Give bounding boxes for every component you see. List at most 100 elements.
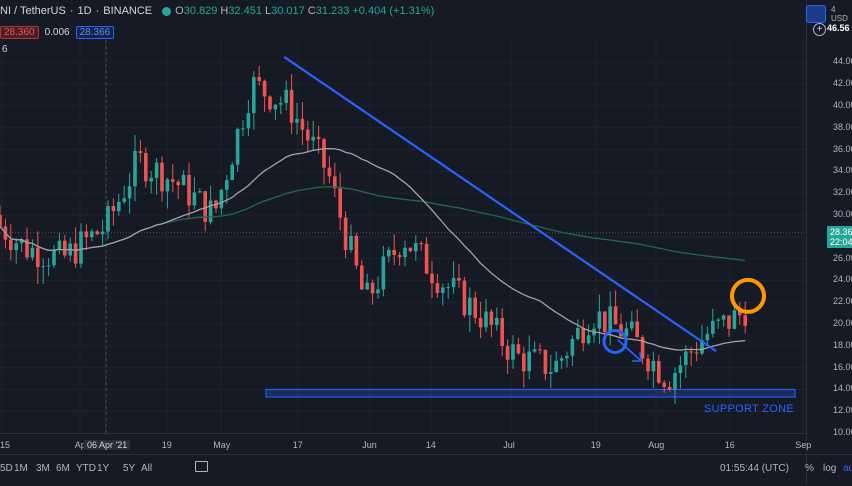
price-tick-label: 40.00 bbox=[833, 100, 852, 110]
timeframe-3m[interactable]: 3M bbox=[36, 463, 50, 474]
candle-body bbox=[208, 200, 213, 222]
candle-body bbox=[187, 174, 191, 206]
timeframe-ytd[interactable]: YTD bbox=[76, 463, 96, 474]
timeframe-all[interactable]: All bbox=[141, 463, 153, 474]
ask-price[interactable]: 28.366 bbox=[75, 25, 115, 39]
bid-ask-row: 28.360 0.006 28.366 bbox=[0, 24, 115, 40]
candles bbox=[0, 65, 747, 404]
candle-body bbox=[57, 240, 62, 251]
candle-body bbox=[246, 113, 251, 129]
candle-body bbox=[79, 231, 83, 264]
open-value: 30.829 bbox=[183, 5, 218, 17]
chart-header: NI / TetherUS · 1D · BINANCE O 30.829 H 32… bbox=[0, 0, 800, 22]
header-sep: · bbox=[95, 5, 100, 17]
scale-option-1[interactable]: log bbox=[823, 463, 837, 474]
candle-body bbox=[127, 186, 132, 199]
bid-price[interactable]: 28.360 bbox=[0, 25, 39, 39]
candle-body bbox=[279, 103, 283, 105]
candle-body bbox=[554, 360, 558, 372]
plus-icon[interactable]: + bbox=[813, 23, 826, 36]
candle-body bbox=[225, 180, 229, 190]
time-axis[interactable]: 15 Ap 06 Apr '21 19 May 17 Jun 14 Jul 19 Aug 16 Sep bbox=[0, 433, 811, 454]
time-tick-label: Jul bbox=[503, 440, 515, 450]
time-tick-label: Ap bbox=[74, 440, 86, 450]
candle-body bbox=[603, 311, 607, 333]
scale-option-2[interactable]: au bbox=[843, 463, 852, 474]
candle-body bbox=[327, 167, 332, 177]
candle-body bbox=[230, 164, 234, 181]
symbol-name[interactable]: NI / TetherUS bbox=[0, 5, 66, 17]
price-tick-label: 44.00 bbox=[833, 56, 852, 67]
candle-body bbox=[95, 231, 99, 235]
spread-value: 0.006 bbox=[44, 26, 70, 38]
candle-body bbox=[651, 360, 656, 372]
price-tick-label: 18.00 bbox=[833, 339, 852, 350]
compare-icon[interactable] bbox=[195, 461, 208, 472]
candle-body bbox=[30, 247, 35, 258]
candle-body bbox=[268, 96, 272, 110]
timeframe-6m[interactable]: 6M bbox=[56, 463, 70, 474]
candle-body bbox=[397, 254, 402, 258]
candle-body bbox=[727, 315, 731, 329]
candle-body bbox=[122, 198, 126, 202]
candle-body bbox=[284, 89, 288, 104]
candle-body bbox=[262, 80, 267, 97]
candle-body bbox=[241, 128, 245, 130]
candle-body bbox=[41, 266, 45, 268]
candle-body bbox=[678, 365, 683, 374]
timeframe-1y[interactable]: 1Y bbox=[97, 463, 110, 474]
candle-body bbox=[154, 162, 159, 178]
candle-body bbox=[176, 181, 180, 186]
candle-body bbox=[165, 179, 170, 192]
candle-body bbox=[538, 349, 542, 351]
breakout-circle bbox=[602, 328, 628, 354]
candle-body bbox=[0, 215, 2, 227]
exchange-label: BINANCE bbox=[103, 5, 153, 17]
price-tick-label: 36.00 bbox=[833, 143, 852, 154]
price-chart[interactable] bbox=[0, 0, 806, 433]
indicator-row[interactable]: 6 bbox=[2, 44, 8, 55]
candle-body bbox=[689, 351, 693, 353]
time-tick-label: 19 bbox=[590, 440, 601, 450]
interval-label[interactable]: 1D bbox=[77, 5, 92, 17]
candle-body bbox=[667, 387, 672, 390]
timeframe-1m[interactable]: 1M bbox=[14, 463, 28, 474]
current-price-tag: 28.36 22:04 bbox=[827, 225, 852, 248]
timeframe-5y[interactable]: 5Y bbox=[123, 463, 136, 474]
price-axis[interactable]: 44.00 42.00 40.00 38.00 36.00 34.00 32.00 30.00… bbox=[806, 0, 852, 485]
price-tick-label: 26.00 bbox=[833, 252, 852, 263]
currency-badge: 4 USD bbox=[831, 5, 848, 23]
price-tick-label: 38.00 bbox=[833, 121, 852, 132]
candle-body bbox=[522, 353, 526, 372]
price-tick-label: 12.00 bbox=[833, 405, 852, 416]
support-zone-box bbox=[265, 388, 796, 398]
time-tick-label: 17 bbox=[292, 440, 303, 450]
candle-body bbox=[387, 249, 391, 257]
candle-body bbox=[333, 176, 337, 189]
moving-averages bbox=[0, 147, 746, 351]
candle-body bbox=[473, 297, 477, 318]
candle-body bbox=[657, 360, 661, 383]
candle-body bbox=[14, 243, 18, 251]
candle-body bbox=[441, 287, 445, 293]
candle-body bbox=[349, 235, 353, 251]
high-value: 32.451 bbox=[228, 5, 262, 17]
time-tick-label: 15 bbox=[0, 440, 11, 450]
scale-option-0[interactable]: % bbox=[805, 463, 814, 474]
timeframe-5d[interactable]: 5D bbox=[0, 463, 13, 474]
currency-button[interactable] bbox=[806, 5, 826, 23]
price-tick-label: 14.00 bbox=[833, 383, 852, 394]
candle-body bbox=[376, 289, 380, 294]
candle-body bbox=[100, 231, 105, 235]
candle-body bbox=[559, 358, 564, 361]
time-tick-label: 19 bbox=[161, 440, 172, 450]
close-key: C bbox=[307, 5, 316, 17]
utc-clock[interactable]: 01:55:44 (UTC) bbox=[720, 463, 789, 474]
candle-body bbox=[673, 373, 677, 390]
candle-body bbox=[419, 243, 423, 245]
price-tick-label: 10.00 bbox=[833, 427, 852, 437]
high-key: H bbox=[220, 5, 229, 17]
candle-body bbox=[478, 317, 483, 328]
candle-body bbox=[511, 344, 515, 360]
candle-body bbox=[586, 335, 591, 344]
